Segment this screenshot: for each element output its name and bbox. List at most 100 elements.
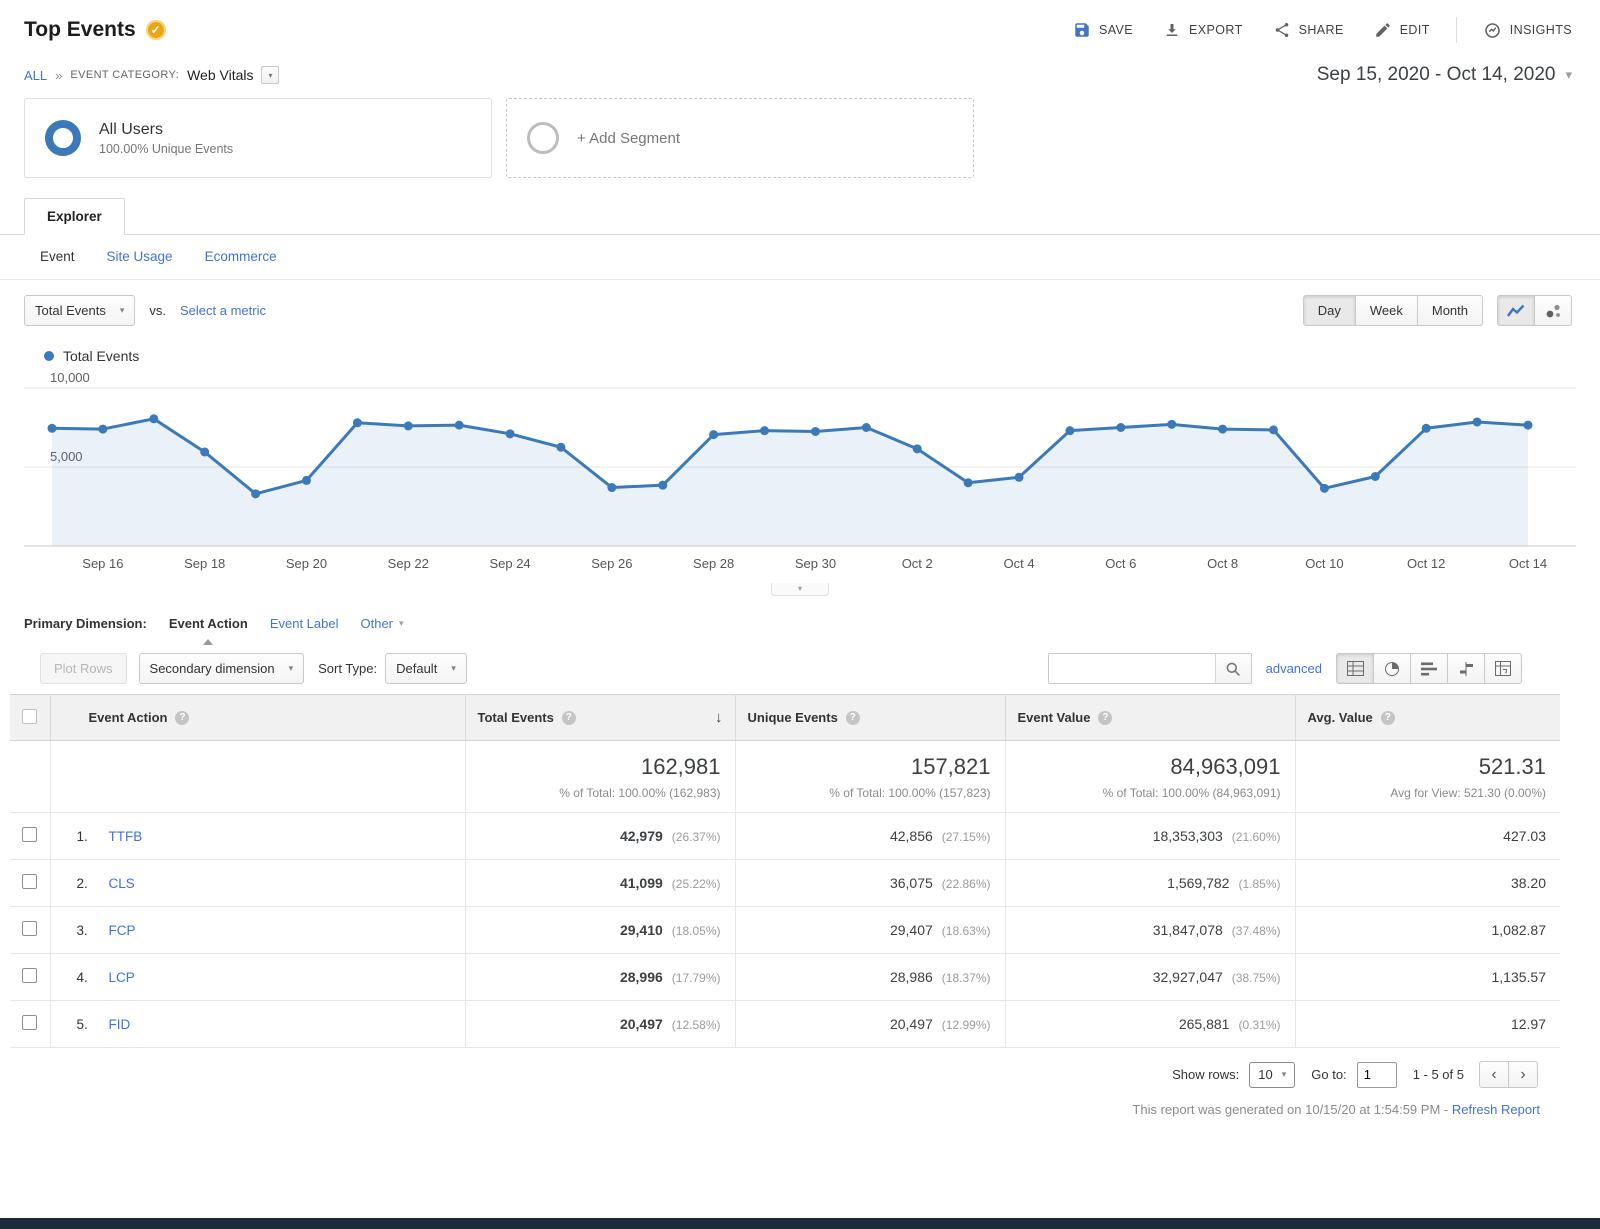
vs-label: vs. — [149, 303, 166, 318]
dimension-event-action[interactable]: Event Action — [168, 616, 248, 631]
granularity-day-button[interactable]: Day — [1302, 295, 1356, 326]
event-value-pct: (1.85%) — [1238, 877, 1281, 891]
column-header-unique-events[interactable]: Unique Events — [747, 710, 838, 725]
share-button[interactable]: SHARE — [1273, 21, 1344, 39]
granularity-week-button[interactable]: Week — [1354, 295, 1418, 326]
row-checkbox[interactable] — [22, 1015, 38, 1030]
event-action-link[interactable]: LCP — [108, 969, 135, 985]
pie-chart-icon — [1385, 661, 1399, 676]
edit-label: EDIT — [1399, 23, 1430, 37]
row-checkbox[interactable] — [22, 968, 38, 983]
table-row: 5. FID 20,497 (12.58%) 20,497 (12.99%) 265,… — [10, 1000, 1560, 1048]
row-rank: 3. — [76, 922, 88, 938]
next-page-button[interactable]: › — [1508, 1061, 1538, 1088]
goto-page-input[interactable] — [1356, 1061, 1397, 1088]
event-action-link[interactable]: FID — [108, 1016, 131, 1032]
help-icon[interactable]: ? — [1380, 710, 1395, 725]
comparison-view-button[interactable] — [1447, 653, 1485, 684]
granularity-month-button[interactable]: Month — [1416, 295, 1483, 326]
report-header: Top Events ✓ SAVE EXPORT SHARE EDIT — [0, 0, 1600, 60]
svg-text:Sep 22: Sep 22 — [388, 556, 429, 571]
select-metric-link[interactable]: Select a metric — [179, 303, 266, 318]
refresh-report-link[interactable]: Refresh Report — [1451, 1102, 1540, 1117]
event-category-dropdown[interactable]: ▾ — [261, 66, 280, 84]
row-checkbox[interactable] — [22, 874, 38, 889]
event-action-link[interactable]: FCP — [108, 922, 136, 938]
column-header-avg-value[interactable]: Avg. Value — [1307, 710, 1373, 725]
chart-expand-tab[interactable]: ▾ — [771, 583, 829, 596]
event-value: 265,881 — [1178, 1016, 1230, 1032]
add-segment-card[interactable]: + Add Segment — [506, 98, 974, 178]
insights-button[interactable]: INSIGHTS — [1483, 21, 1572, 40]
help-icon[interactable]: ? — [175, 710, 190, 725]
pivot-view-button[interactable] — [1484, 653, 1522, 684]
caret-down-icon: ▾ — [1281, 1069, 1287, 1079]
goto-label: Go to: — [1311, 1067, 1347, 1082]
insights-icon — [1484, 22, 1500, 38]
subtab-event[interactable]: Event — [40, 249, 75, 264]
help-icon[interactable]: ? — [1098, 710, 1113, 725]
totals-unique-events-sub: % of Total: 100.00% (157,823) — [829, 785, 991, 800]
show-rows-select[interactable]: 10 ▾ — [1249, 1061, 1296, 1088]
edit-button[interactable]: EDIT — [1374, 21, 1430, 39]
secondary-dimension-button[interactable]: Secondary dimension ▾ — [138, 653, 305, 684]
sort-descending-icon[interactable]: ↓ — [715, 709, 723, 726]
event-action-link[interactable]: TTFB — [108, 828, 143, 844]
page-title: Top Events — [24, 18, 136, 41]
unique-events-value: 42,856 — [889, 828, 933, 844]
advanced-link[interactable]: advanced — [1265, 661, 1322, 676]
analytics-top-events-report: Top Events ✓ SAVE EXPORT SHARE EDIT — [0, 0, 1600, 1117]
breadcrumb-all-link[interactable]: ALL — [24, 67, 48, 83]
subtab-site-usage[interactable]: Site Usage — [106, 249, 173, 264]
dimension-event-label[interactable]: Event Label — [269, 616, 339, 631]
column-header-event-value[interactable]: Event Value — [1017, 710, 1091, 725]
prev-page-button[interactable]: ‹ — [1479, 1061, 1509, 1088]
total-events-value: 28,996 — [619, 969, 663, 985]
timeseries-chart: 5,000 10,000 Sep 16 Sep 18 Sep 20 Sep 22 Sep 2… — [24, 368, 1576, 583]
segment-title: All Users — [99, 120, 164, 138]
performance-view-button[interactable] — [1410, 653, 1448, 684]
sort-type-selector[interactable]: Default ▾ — [385, 653, 467, 684]
column-header-total-events[interactable]: Total Events — [477, 710, 554, 725]
percentage-view-button[interactable] — [1373, 653, 1411, 684]
row-range-text: 1 - 5 of 5 — [1412, 1067, 1464, 1082]
caret-down-icon: ▾ — [288, 663, 294, 673]
event-value: 18,353,303 — [1152, 828, 1223, 844]
help-icon[interactable]: ? — [561, 710, 576, 725]
dimension-other[interactable]: Other ▾ — [360, 616, 404, 631]
event-category-value[interactable]: Web Vitals — [187, 67, 254, 83]
subtab-ecommerce[interactable]: Ecommerce — [204, 249, 277, 264]
totals-event-value: 84,963,091 — [1170, 753, 1281, 779]
save-button[interactable]: SAVE — [1073, 21, 1133, 39]
event-value: 31,847,078 — [1152, 922, 1223, 938]
select-all-checkbox[interactable] — [22, 708, 37, 724]
row-checkbox[interactable] — [22, 827, 38, 842]
data-view-button[interactable] — [1336, 653, 1374, 684]
share-label: SHARE — [1298, 23, 1344, 37]
svg-text:Sep 24: Sep 24 — [489, 556, 530, 571]
motion-chart-type-button[interactable] — [1534, 295, 1572, 326]
plot-rows-button[interactable]: Plot Rows — [40, 653, 127, 684]
legend-dot-icon — [44, 351, 54, 361]
avg-value: 1,135.57 — [1491, 969, 1547, 985]
metric-selector[interactable]: Total Events ▾ — [24, 295, 136, 326]
table-search-input[interactable] — [1048, 654, 1215, 683]
export-button[interactable]: EXPORT — [1163, 21, 1243, 39]
total-events-value: 42,979 — [619, 828, 663, 844]
row-checkbox[interactable] — [22, 921, 38, 936]
save-label: SAVE — [1099, 23, 1134, 37]
segment-all-users[interactable]: All Users 100.00% Unique Events — [24, 98, 492, 178]
chart-controls: Total Events ▾ vs. Select a metric Day W… — [0, 280, 1600, 326]
search-button[interactable] — [1214, 654, 1251, 683]
line-chart-type-button[interactable] — [1497, 295, 1535, 326]
event-action-link[interactable]: CLS — [108, 875, 135, 891]
tab-explorer[interactable]: Explorer — [24, 198, 125, 235]
motion-chart-icon — [1546, 304, 1560, 317]
date-range-picker[interactable]: Sep 15, 2020 - Oct 14, 2020 ▾ — [1317, 64, 1572, 86]
column-header-event-action[interactable]: Event Action — [88, 710, 168, 725]
table-totals-row: 162,981 % of Total: 100.00% (162,983) 15… — [10, 740, 1560, 813]
help-icon[interactable]: ? — [845, 710, 860, 725]
segment-donut-icon — [45, 120, 81, 156]
events-table: Event Action ? Total Events ? ↓ Unique E… — [10, 694, 1560, 1048]
total-events-pct: (12.58%) — [671, 1018, 721, 1032]
